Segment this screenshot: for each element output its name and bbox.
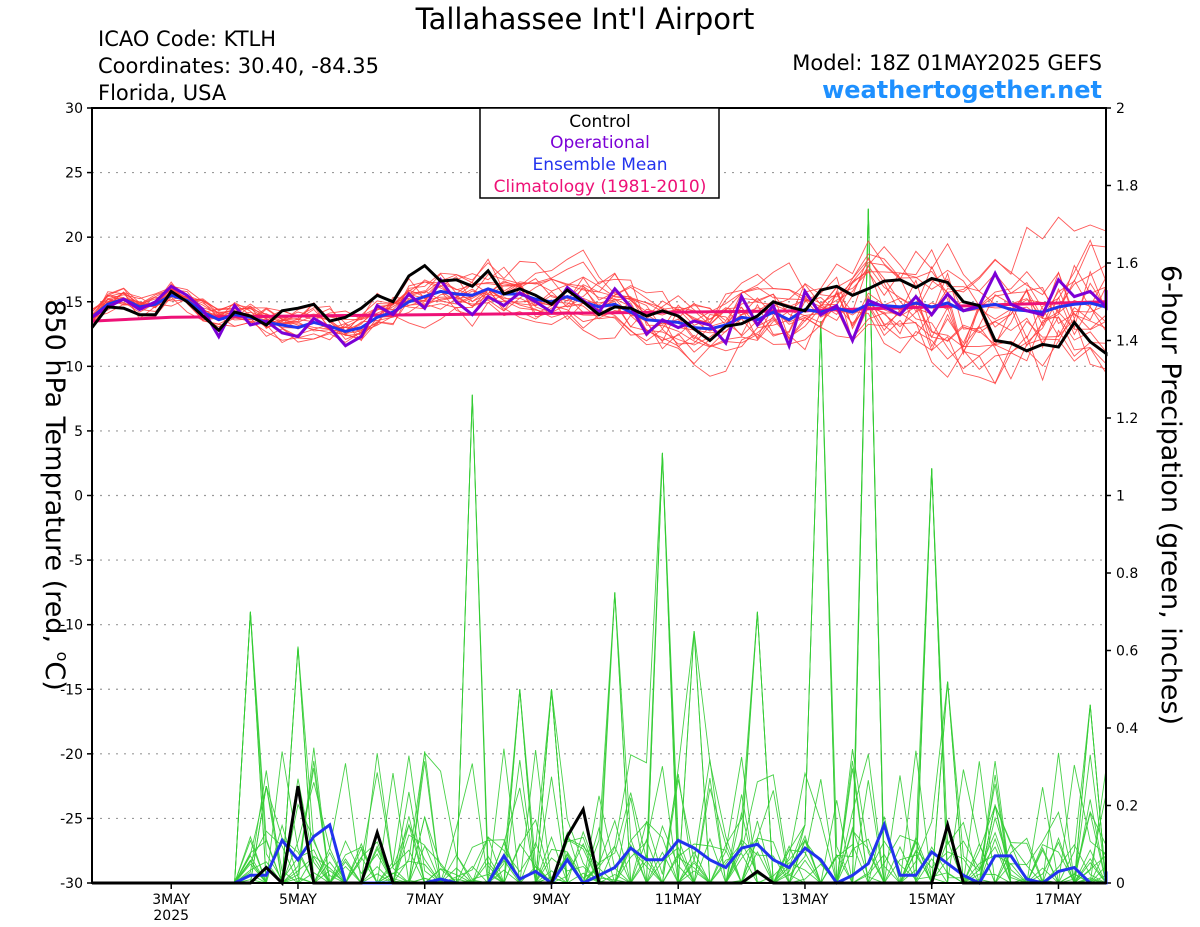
right-tick-label: 1 xyxy=(1116,489,1125,505)
right-tick-label: 1.8 xyxy=(1116,179,1138,195)
left-axis-label-main: 850 hPa Temprature (red, xyxy=(39,299,70,651)
x-tick-label: 7MAY xyxy=(406,892,444,908)
x-tick-label: 17MAY xyxy=(1035,892,1082,908)
left-tick-label: 10 xyxy=(65,359,83,375)
series-temp-control xyxy=(90,263,1108,357)
legend-operational: Operational xyxy=(550,133,650,153)
left-axis-label-degree: o xyxy=(53,652,72,662)
x-tick-label: 5MAY xyxy=(279,892,317,908)
left-axis-ticks: 30 25 20 15 10 5 0 -5 -10 -15 -20 -25 -30 xyxy=(60,101,92,892)
right-tick-label: 1.6 xyxy=(1116,256,1138,272)
left-tick-label: 0 xyxy=(74,489,83,505)
left-tick-label: 25 xyxy=(65,166,83,182)
temp-member-line xyxy=(91,236,1107,352)
right-axis-ticks: 2 1.8 1.6 1.4 1.2 1 0.8 0.6 0.4 0.2 0 xyxy=(1106,101,1138,892)
right-tick-label: 0.4 xyxy=(1116,721,1138,737)
temp-member-line xyxy=(91,258,1107,378)
x-tick-label: 15MAY xyxy=(908,892,955,908)
left-tick-label: -25 xyxy=(60,811,83,827)
left-tick-label: 15 xyxy=(65,295,83,311)
left-tick-label: -20 xyxy=(60,747,83,763)
coordinates: Coordinates: 30.40, -84.35 xyxy=(98,54,379,78)
precip-member-line xyxy=(92,394,1107,885)
series-operational xyxy=(91,269,1108,351)
left-tick-label: 5 xyxy=(74,424,83,440)
x-tick-label: 13MAY xyxy=(782,892,829,908)
icao-code: ICAO Code: KTLH xyxy=(98,27,277,51)
right-tick-label: 0.2 xyxy=(1116,799,1138,815)
left-axis-label: 850 hPa Temprature (red, oC) xyxy=(39,299,72,691)
precip-member-line xyxy=(92,321,1107,885)
precip-member-line xyxy=(92,321,1107,885)
model-run: Model: 18Z 01MAY2025 GEFS xyxy=(792,51,1102,75)
right-tick-label: 1.2 xyxy=(1116,411,1138,427)
site-link[interactable]: weathertogether.net xyxy=(822,76,1102,104)
legend-climatology: Climatology (1981-2010) xyxy=(494,177,707,197)
x-tick-label: 3MAY xyxy=(152,892,190,908)
series-precip-ensemble-mean xyxy=(92,820,1108,886)
left-tick-label: 30 xyxy=(65,101,83,117)
left-tick-label: -15 xyxy=(60,682,83,698)
legend-ensemble-mean: Ensemble Mean xyxy=(532,155,667,175)
right-tick-label: 0.6 xyxy=(1116,644,1138,660)
legend-control: Control xyxy=(569,112,630,132)
right-tick-label: 2 xyxy=(1116,101,1125,117)
precip-member-line xyxy=(92,321,1107,884)
left-tick-label: -5 xyxy=(69,553,83,569)
x-tick-sublabel: 2025 xyxy=(153,908,189,924)
left-tick-label: 20 xyxy=(65,230,83,246)
x-tick-label: 11MAY xyxy=(655,892,702,908)
location: Florida, USA xyxy=(98,81,227,105)
right-axis-label: 6-hour Precipation (green, inches) xyxy=(1155,265,1186,725)
precip-member-line xyxy=(92,394,1107,885)
legend: Control Operational Ensemble Mean Climat… xyxy=(479,107,720,199)
left-axis-label-unit: C) xyxy=(39,661,70,690)
temp-member-line xyxy=(91,271,1107,341)
right-tick-label: 1.4 xyxy=(1116,334,1138,350)
right-tick-label: 0 xyxy=(1116,876,1125,892)
page-title: Tallahassee Int'l Airport xyxy=(415,2,755,36)
precip-member-line xyxy=(92,394,1107,884)
temp-member-line xyxy=(91,265,1107,353)
x-tick-label: 9MAY xyxy=(532,892,570,908)
left-tick-label: -10 xyxy=(60,618,83,634)
right-tick-label: 0.8 xyxy=(1116,566,1138,582)
left-tick-label: -30 xyxy=(60,876,83,892)
temp-member-line xyxy=(91,253,1107,347)
